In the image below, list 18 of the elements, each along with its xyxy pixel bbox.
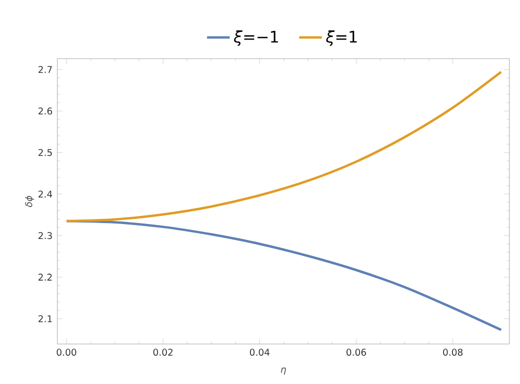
line-series <box>65 220 502 332</box>
y-tick-label: 2.2 <box>38 274 52 281</box>
x-tick-label: 0.02 <box>153 348 173 356</box>
line-series <box>65 70 502 222</box>
y-tick-label: 2.6 <box>38 107 52 115</box>
x-axis-title: η <box>280 368 286 375</box>
y-tick-label: 2.3 <box>38 232 52 240</box>
x-tick-label: 0.00 <box>56 348 76 356</box>
y-tick-label: 2.4 <box>38 190 52 198</box>
y-axis-title: δϕ <box>25 196 34 207</box>
legend-label: ξ=1 <box>326 30 357 46</box>
x-tick-label: 0.08 <box>443 348 463 356</box>
y-tick-label: 2.7 <box>38 66 52 73</box>
legend-label: ξ=−1 <box>234 30 278 46</box>
x-tick-label: 0.06 <box>346 348 366 356</box>
y-tick-label: 2.1 <box>38 315 52 322</box>
x-tick-label: 0.04 <box>250 348 270 356</box>
y-tick-label: 2.5 <box>38 149 52 156</box>
